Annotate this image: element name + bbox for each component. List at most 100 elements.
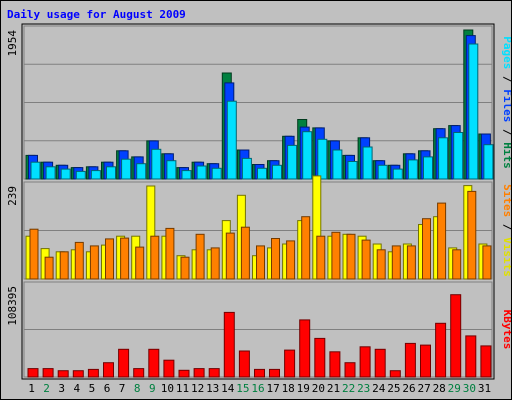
- bar-sites-day-20: [316, 235, 326, 280]
- bar-pages-day-13: [211, 167, 222, 180]
- bar-pages-day-23: [362, 146, 373, 180]
- x-tick-label: 11: [176, 382, 189, 395]
- bar-kbytes-day-6: [103, 362, 114, 378]
- bar-sites-day-19: [301, 216, 311, 280]
- side-label-part: Pages: [501, 36, 511, 69]
- bar-pages-day-14: [226, 100, 237, 180]
- bar-sites-day-14: [225, 232, 235, 280]
- chart-title: Daily usage for August 2009: [7, 8, 186, 21]
- bar-kbytes-day-30: [465, 335, 477, 378]
- max-label-hits: 1954: [6, 30, 19, 57]
- x-tick-label: 31: [478, 382, 491, 395]
- bar-sites-day-24: [376, 249, 386, 280]
- bar-sites-day-16: [256, 245, 265, 280]
- bar-sites-day-10: [165, 227, 175, 280]
- bar-pages-day-31: [483, 144, 494, 180]
- bar-sites-day-9: [150, 235, 160, 280]
- bar-kbytes-day-26: [404, 342, 416, 378]
- bar-kbytes-day-29: [450, 294, 462, 378]
- side-label-part: Hits: [501, 142, 511, 169]
- bar-kbytes-day-10: [163, 359, 175, 378]
- x-tick-label: 7: [119, 382, 126, 395]
- x-tick-label: 23: [357, 382, 370, 395]
- x-tick-label: 16: [251, 382, 264, 395]
- side-label-part: Files: [501, 89, 511, 122]
- side-label-part: /: [501, 69, 511, 89]
- bar-sites-day-7: [120, 237, 130, 280]
- bar-kbytes-day-11: [178, 369, 190, 378]
- bar-sites-day-31: [482, 245, 492, 280]
- bar-sites-day-11: [180, 256, 190, 280]
- bar-pages-day-3: [60, 168, 71, 180]
- max-label-visits: 239: [6, 186, 19, 206]
- bar-sites-day-22: [346, 233, 356, 280]
- max-label-kbytes: 108395: [6, 286, 19, 326]
- bar-sites-day-21: [331, 231, 341, 280]
- side-label-part: /: [501, 217, 511, 237]
- bar-sites-day-3: [59, 251, 69, 280]
- bar-pages-day-17: [272, 164, 282, 180]
- x-tick-label: 5: [89, 382, 96, 395]
- bar-sites-day-18: [286, 240, 296, 280]
- bar-kbytes-day-22: [344, 362, 356, 378]
- bar-sites-day-25: [391, 245, 401, 280]
- x-tick-label: 15: [236, 382, 249, 395]
- bar-sites-day-29: [452, 249, 462, 280]
- bar-kbytes-day-5: [87, 368, 99, 378]
- bar-pages-day-1: [30, 161, 41, 180]
- bar-sites-day-8: [135, 246, 145, 280]
- side-label-part: KBytes: [501, 310, 511, 350]
- bar-pages-day-10: [166, 160, 177, 180]
- bar-kbytes-day-4: [72, 370, 84, 378]
- bar-sites-day-26: [406, 245, 416, 280]
- bar-kbytes-day-1: [27, 368, 39, 378]
- bar-sites-day-17: [271, 238, 280, 280]
- plot-border: [21, 23, 495, 380]
- bar-kbytes-day-14: [223, 311, 235, 378]
- bar-kbytes-day-12: [193, 368, 205, 378]
- bar-sites-day-30: [467, 190, 477, 280]
- bar-pages-day-25: [392, 168, 403, 180]
- bar-sites-day-23: [361, 239, 371, 280]
- side-label-part: /: [501, 122, 511, 142]
- x-tick-label: 6: [104, 382, 111, 395]
- bar-sites-day-5: [89, 245, 99, 280]
- bar-pages-day-27: [423, 156, 433, 180]
- bar-pages-day-6: [106, 166, 116, 180]
- x-tick-label: 3: [58, 382, 65, 395]
- bar-kbytes-day-13: [208, 368, 220, 378]
- bar-sites-day-15: [240, 226, 250, 280]
- side-label-kbytes: KBytes: [501, 310, 511, 350]
- x-tick-label: 21: [327, 382, 340, 395]
- bar-kbytes-day-31: [480, 345, 492, 378]
- x-tick-label: 8: [134, 382, 141, 395]
- x-tick-label: 30: [463, 382, 476, 395]
- x-tick-label: 25: [387, 382, 400, 395]
- bar-pages-day-16: [257, 167, 267, 180]
- bar-sites-day-4: [74, 241, 84, 280]
- bar-pages-day-24: [377, 164, 388, 180]
- bar-pages-day-19: [302, 131, 313, 180]
- bar-pages-day-8: [136, 163, 147, 180]
- bar-pages-day-12: [196, 165, 207, 180]
- bar-pages-day-30: [468, 43, 479, 180]
- bar-kbytes-day-25: [389, 370, 401, 378]
- bar-kbytes-day-19: [299, 319, 311, 378]
- bar-sites-day-1: [29, 228, 39, 280]
- side-label-part: Sites: [501, 184, 511, 217]
- x-tick-label: 20: [312, 382, 325, 395]
- bar-sites-day-27: [422, 218, 431, 280]
- bar-pages-day-29: [453, 132, 464, 180]
- bar-sites-day-2: [44, 256, 54, 280]
- bar-kbytes-day-24: [374, 348, 386, 378]
- x-tick-label: 2: [43, 382, 50, 395]
- x-tick-label: 12: [191, 382, 204, 395]
- bar-kbytes-day-27: [420, 344, 431, 378]
- x-tick-label: 26: [402, 382, 415, 395]
- x-tick-label: 24: [372, 382, 386, 395]
- side-label-part: Visits: [501, 237, 511, 277]
- side-label-visits: Sites / Visits: [501, 184, 511, 277]
- bar-kbytes-day-8: [133, 368, 145, 378]
